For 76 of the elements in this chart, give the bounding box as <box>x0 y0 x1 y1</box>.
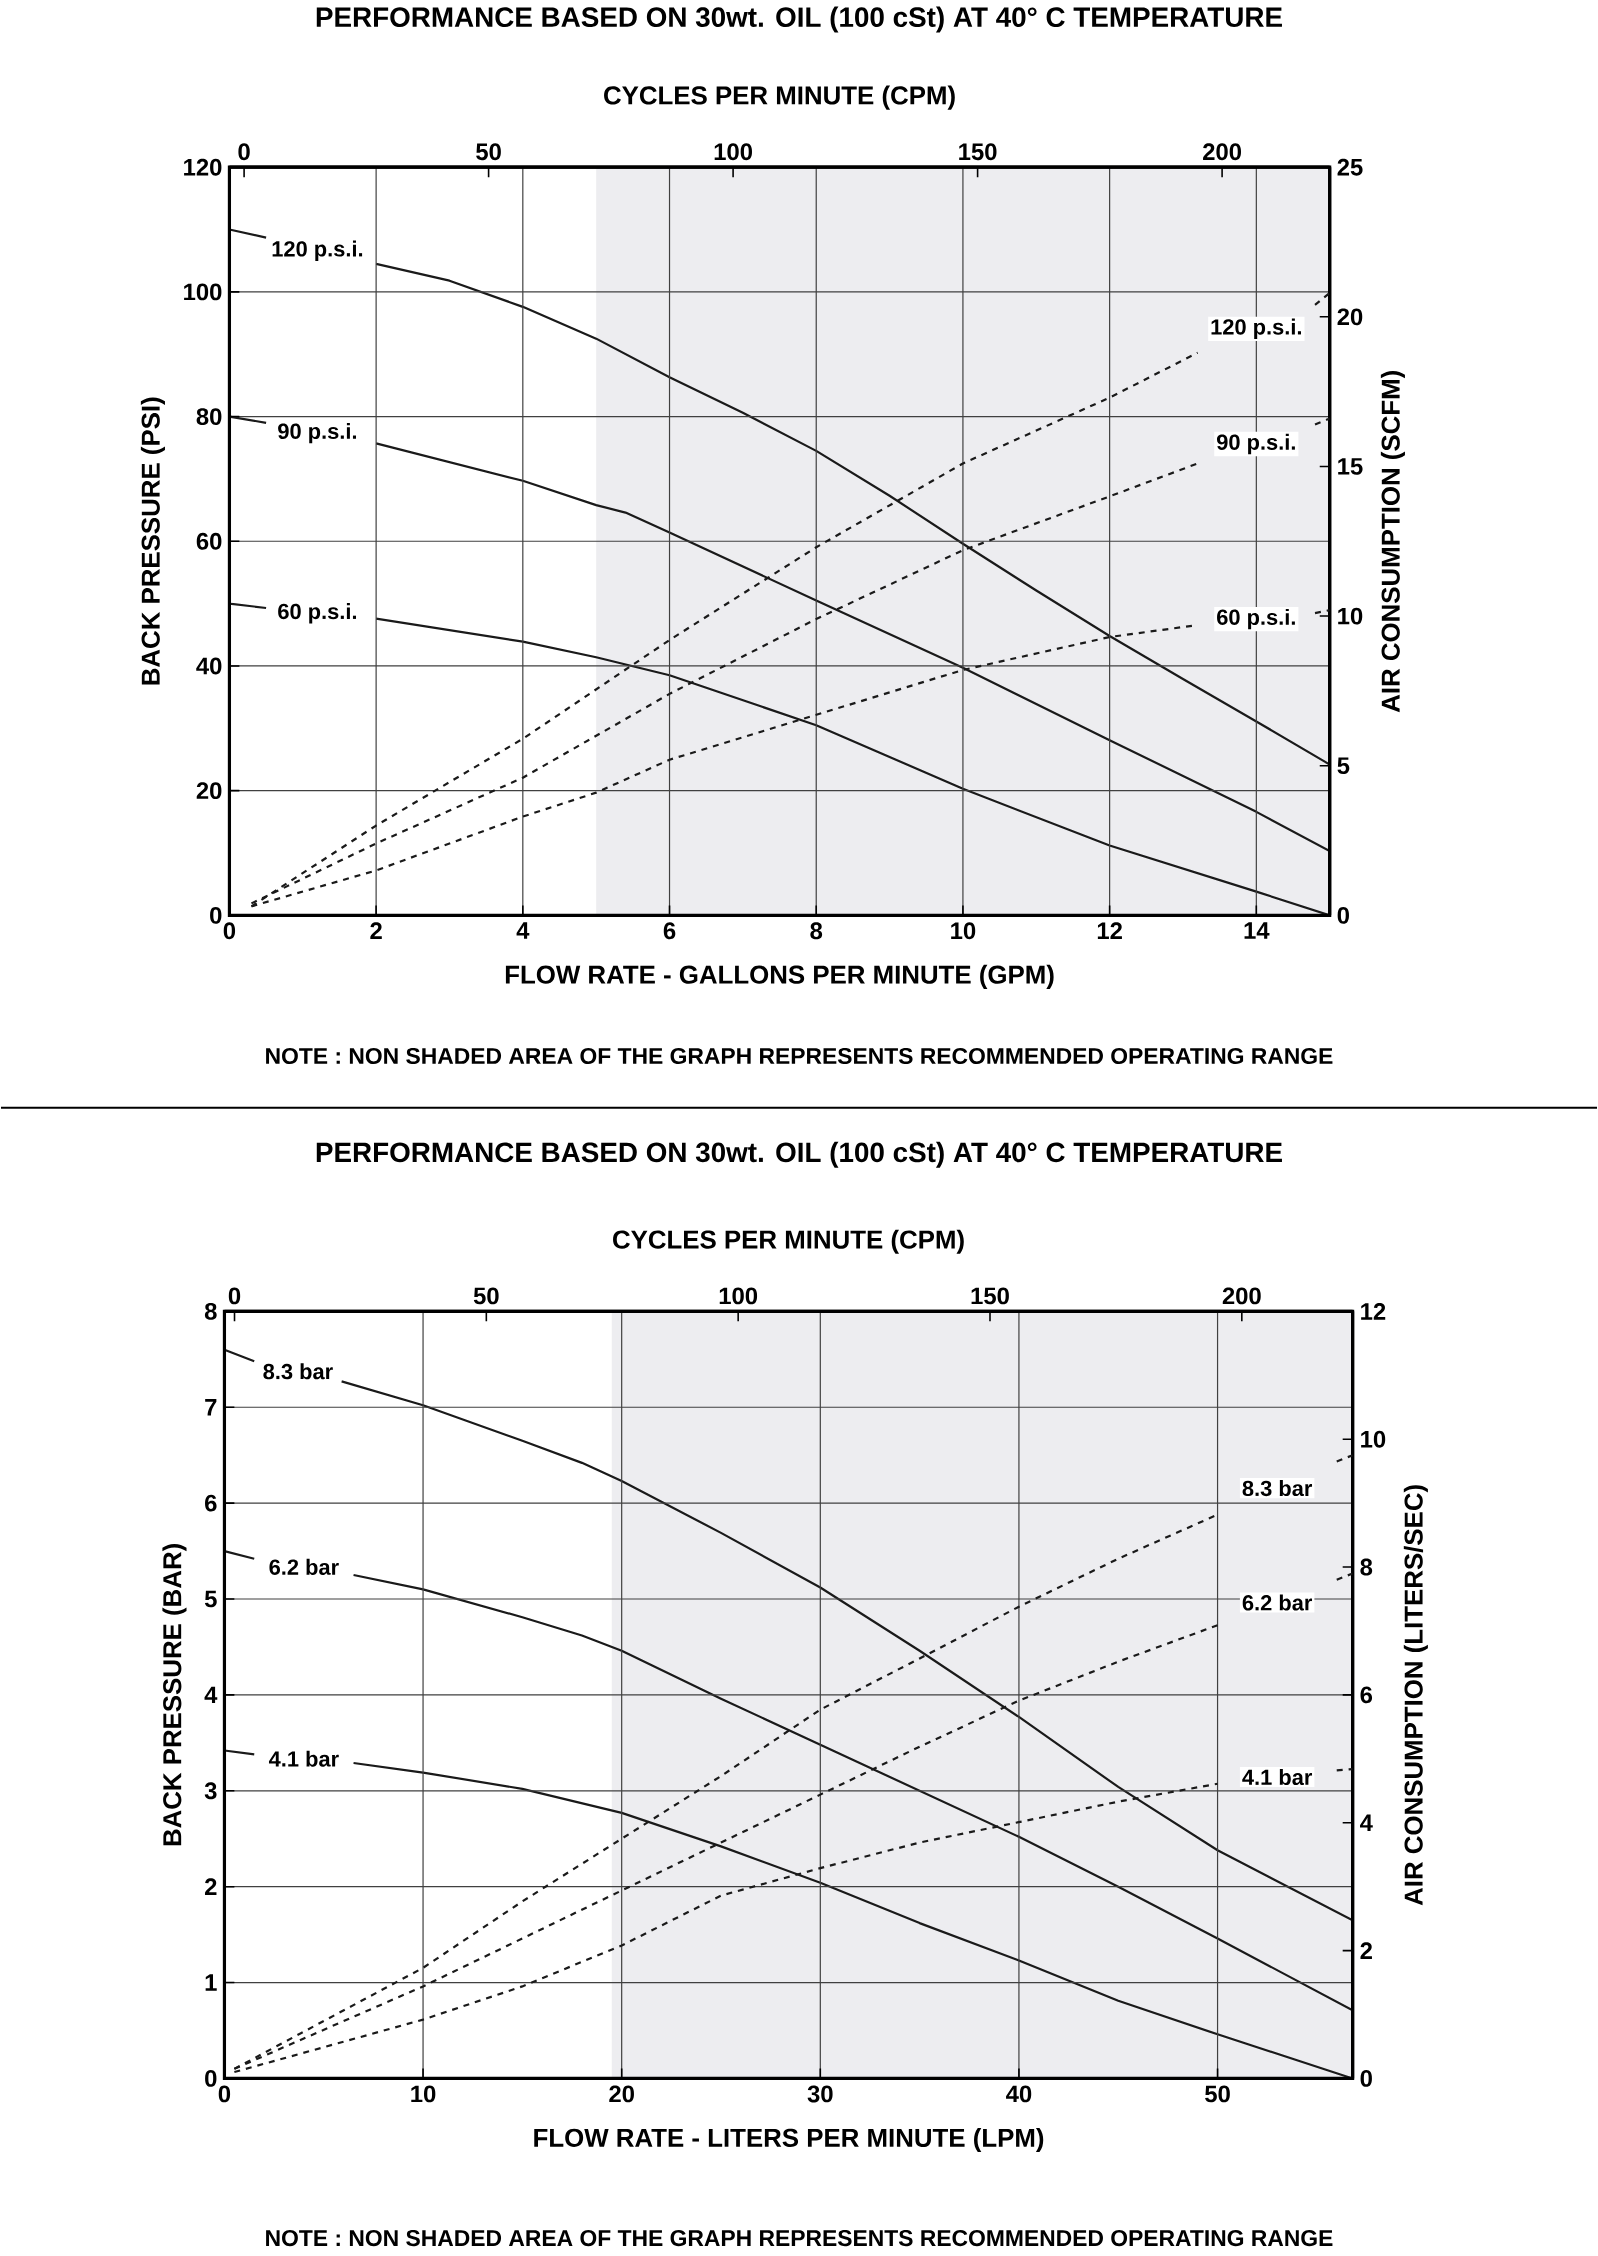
x2-tick-label: 50 <box>476 143 501 161</box>
series-label: 8.3 bar <box>1242 1480 1313 1497</box>
y2-tick-label: 25 <box>1337 158 1363 176</box>
y-axis-title: BACK PRESSURE (PSI) <box>140 397 165 685</box>
x-tick-label: 50 <box>1205 2085 1230 2103</box>
x2-axis-title: CYCLES PER MINUTE (CPM) <box>613 1229 964 1254</box>
x2-tick-label: 200 <box>1222 1287 1261 1305</box>
y-tick-label: 4 <box>204 1686 218 1704</box>
x-tick-label: 6 <box>663 922 676 940</box>
y-tick-label: 40 <box>196 657 222 675</box>
x-tick-label: 30 <box>807 2085 833 2103</box>
x-tick-label: 10 <box>951 922 976 940</box>
x2-tick-label: 150 <box>959 143 997 161</box>
x2-axis-title: CYCLES PER MINUTE (CPM) <box>604 85 955 110</box>
series-label: 120 p.s.i. <box>272 240 363 261</box>
x-tick-label: 2 <box>370 922 382 940</box>
y-tick-label: 2 <box>204 1878 217 1895</box>
x2-tick-label: 100 <box>714 143 752 161</box>
y-tick-label: 80 <box>196 408 222 426</box>
series-label: 4.1 bar <box>1242 1769 1313 1786</box>
x-tick-label: 8 <box>810 922 823 940</box>
chart-title: PERFORMANCE BASED ON 30wt. OIL (100 cSt) AT 40° C TEMPERATURE <box>316 6 1282 33</box>
y2-tick-label: 0 <box>1337 906 1349 924</box>
x2-tick-label: 0 <box>238 143 250 161</box>
x2-tick-label: 150 <box>971 1287 1009 1305</box>
y2-tick-label: 5 <box>1337 757 1350 775</box>
series-label: 4.1 bar <box>268 1750 339 1767</box>
y-tick-label: 20 <box>196 782 222 800</box>
x-tick-label: 0 <box>223 922 236 940</box>
series-label: 120 p.s.i. <box>1211 318 1301 339</box>
series-label: 60 p.s.i. <box>1217 608 1295 630</box>
y-tick-label: 3 <box>204 1782 217 1800</box>
x-tick-label: 40 <box>1006 2085 1032 2103</box>
y2-tick-label: 4 <box>1360 1814 1373 1831</box>
x-axis-title: FLOW RATE - LITERS PER MINUTE (LPM) <box>534 2127 1044 2153</box>
y2-tick-label: 15 <box>1338 458 1363 475</box>
y2-tick-label: 6 <box>1360 1686 1373 1704</box>
x2-tick-label: 0 <box>228 1287 241 1305</box>
y-tick-label: 100 <box>184 283 222 301</box>
x-tick-label: 14 <box>1244 922 1270 939</box>
y2-tick-label: 2 <box>1360 1942 1372 1959</box>
x-axis-title: FLOW RATE - GALLONS PER MINUTE (GPM) <box>505 964 1054 989</box>
y-tick-label: 7 <box>205 1399 217 1416</box>
y-tick-label: 0 <box>210 906 222 924</box>
y2-tick-label: 0 <box>1360 2070 1372 2087</box>
y2-tick-label: 12 <box>1361 1303 1386 1320</box>
y-tick-label: 6 <box>205 1494 217 1512</box>
y2-tick-label: 10 <box>1361 1430 1386 1448</box>
y-tick-label: 5 <box>204 1590 217 1608</box>
y-tick-label: 8 <box>204 1302 217 1320</box>
y2-tick-label: 8 <box>1360 1558 1373 1576</box>
x-tick-label: 4 <box>516 922 530 939</box>
x-tick-label: 10 <box>411 2085 436 2103</box>
y2-tick-label: 10 <box>1338 607 1363 625</box>
series-label: 90 p.s.i. <box>1216 433 1295 455</box>
y2-axis-title: AIR CONSUMPTION (LITERS/SEC) <box>1403 1485 1428 1906</box>
chart-title: PERFORMANCE BASED ON 30wt. OIL (100 cSt) AT 40° C TEMPERATURE <box>316 1141 1282 1168</box>
x2-tick-label: 50 <box>473 1287 499 1305</box>
x2-tick-label: 200 <box>1203 143 1242 161</box>
y2-tick-label: 20 <box>1337 308 1363 326</box>
series-label: 60 p.s.i. <box>278 603 357 624</box>
series-label: 6.2 bar <box>269 1558 339 1575</box>
text: NOTE : NON SHADED AREA OF THE GRAPH REPRESENTS RECOMMENDED OPERATING RANGE <box>266 1047 1333 1065</box>
y-tick-label: 120 <box>184 158 222 176</box>
x2-tick-label: 100 <box>719 1287 758 1305</box>
y-axis-title: BACK PRESSURE (BAR) <box>162 1544 187 1846</box>
y-tick-label: 60 <box>196 532 222 550</box>
y2-axis-title: AIR CONSUMPTION (SCFM) <box>1380 371 1405 713</box>
y-tick-label: 1 <box>205 1974 217 1991</box>
text: NOTE : NON SHADED AREA OF THE GRAPH REPRESENTS RECOMMENDED OPERATING RANGE <box>266 2229 1333 2247</box>
series-label: 8.3 bar <box>263 1363 333 1380</box>
series-label: 90 p.s.i. <box>278 422 357 444</box>
x-tick-label: 20 <box>609 2085 634 2103</box>
series-label: 6.2 bar <box>1242 1594 1313 1611</box>
y-tick-label: 0 <box>205 2070 217 2087</box>
x-tick-label: 12 <box>1097 922 1122 940</box>
